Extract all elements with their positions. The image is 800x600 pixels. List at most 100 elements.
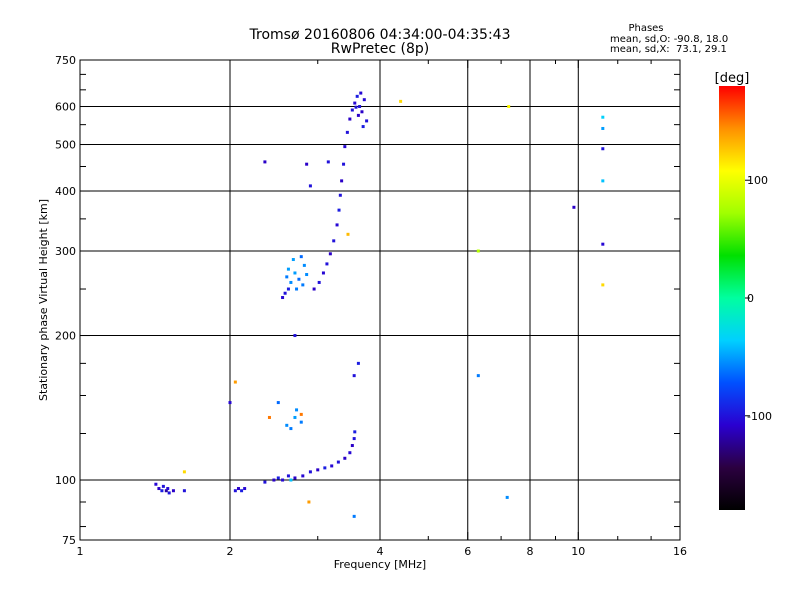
data-point-O bbox=[308, 184, 312, 188]
data-point-O bbox=[166, 487, 170, 491]
data-point-O bbox=[240, 489, 244, 493]
data-point-X bbox=[289, 280, 293, 284]
x-tick-label: 2 bbox=[227, 545, 234, 558]
data-point-O bbox=[312, 287, 316, 291]
chart-subtitle: RwPretec (8p) bbox=[331, 41, 429, 57]
data-point-X bbox=[293, 271, 297, 275]
data-point-O bbox=[323, 466, 327, 470]
data-point-O bbox=[328, 252, 332, 256]
data-point-O bbox=[233, 489, 237, 493]
phases-o-stats: mean, sd,O: -90.8, 18.0 bbox=[610, 34, 728, 45]
data-point-O bbox=[572, 205, 576, 209]
data-point-other bbox=[233, 380, 237, 384]
data-point-X bbox=[297, 277, 301, 281]
y-tick-label: 75 bbox=[62, 534, 76, 547]
y-axis-label: Stationary phase Virtual Height [km] bbox=[37, 199, 50, 401]
data-point-O bbox=[263, 480, 267, 484]
data-point-O bbox=[161, 484, 165, 488]
data-point-O bbox=[305, 162, 309, 166]
data-point-O bbox=[243, 487, 247, 491]
data-point-X bbox=[295, 408, 299, 412]
data-point-other bbox=[307, 500, 311, 504]
data-point-O bbox=[281, 296, 285, 300]
data-point-O bbox=[352, 374, 356, 378]
data-point-other bbox=[601, 283, 605, 287]
data-point-X bbox=[476, 374, 480, 378]
data-point-O bbox=[281, 478, 285, 482]
data-point-O bbox=[359, 91, 363, 95]
colorbar-ticks: 100 0 -100 bbox=[745, 174, 772, 423]
data-point-X bbox=[289, 427, 293, 431]
data-point-other bbox=[299, 412, 303, 416]
data-point-X bbox=[601, 115, 605, 119]
data-point-O bbox=[360, 110, 364, 114]
data-point-X bbox=[289, 478, 293, 482]
data-point-other bbox=[346, 232, 350, 236]
data-point-O bbox=[356, 361, 360, 365]
data-point-O bbox=[330, 464, 334, 468]
data-point-O bbox=[283, 291, 287, 295]
data-point-O bbox=[345, 130, 349, 134]
x-axis-label: Frequency [MHz] bbox=[334, 558, 426, 571]
y-tick-label: 400 bbox=[55, 185, 76, 198]
data-point-X bbox=[505, 495, 509, 499]
data-point-X bbox=[301, 283, 305, 287]
data-point-O bbox=[355, 94, 359, 98]
data-point-O bbox=[358, 105, 362, 109]
data-point-O bbox=[286, 287, 290, 291]
data-point-X bbox=[295, 287, 299, 291]
data-point-O bbox=[353, 430, 357, 434]
data-point-O bbox=[350, 444, 354, 448]
data-point-O bbox=[154, 482, 158, 486]
phases-heading: Phases bbox=[628, 23, 663, 34]
y-tick-label: 100 bbox=[55, 474, 76, 487]
data-point-O bbox=[335, 223, 339, 227]
data-point-X bbox=[285, 423, 289, 427]
x-tick-label: 8 bbox=[527, 545, 534, 558]
data-point-O bbox=[316, 468, 320, 472]
data-point-O bbox=[236, 487, 240, 491]
data-point-O bbox=[293, 334, 297, 338]
data-point-O bbox=[164, 489, 168, 493]
data-point-other bbox=[399, 99, 403, 103]
data-point-O bbox=[348, 117, 352, 121]
data-point-O bbox=[157, 487, 161, 491]
data-point-X bbox=[302, 263, 306, 267]
data-points bbox=[154, 91, 605, 518]
y-tick-label: 500 bbox=[55, 139, 76, 152]
data-point-other bbox=[507, 105, 511, 109]
data-point-O bbox=[340, 179, 344, 183]
data-point-O bbox=[354, 105, 358, 109]
plot-frame bbox=[79, 59, 681, 541]
x-tick-label: 10 bbox=[571, 545, 585, 558]
data-point-O bbox=[337, 208, 341, 212]
data-point-O bbox=[182, 489, 186, 493]
data-point-other bbox=[267, 415, 271, 419]
data-point-X bbox=[291, 258, 295, 262]
x-tick-label: 6 bbox=[464, 545, 471, 558]
y-tick-label: 600 bbox=[55, 101, 76, 114]
data-point-O bbox=[276, 476, 280, 480]
data-point-O bbox=[343, 145, 347, 149]
data-point-O bbox=[365, 119, 369, 123]
data-point-X bbox=[305, 273, 309, 277]
phases-x-stats: mean, sd,X: 73.1, 29.1 bbox=[610, 44, 727, 55]
data-point-other bbox=[476, 249, 480, 253]
colorbar-tick-label: 100 bbox=[747, 174, 768, 187]
grid bbox=[80, 60, 680, 540]
x-tick-label: 16 bbox=[673, 545, 687, 558]
x-tick-label: 1 bbox=[77, 545, 84, 558]
data-point-X bbox=[299, 255, 303, 259]
data-point-O bbox=[167, 491, 171, 495]
data-point-O bbox=[332, 239, 336, 243]
data-point-other bbox=[182, 470, 186, 474]
colorbar-label: [deg] bbox=[715, 71, 750, 86]
data-point-O bbox=[343, 456, 347, 460]
data-point-X bbox=[293, 415, 297, 419]
data-point-O bbox=[362, 98, 366, 102]
data-point-X bbox=[352, 514, 356, 518]
data-point-O bbox=[325, 262, 329, 266]
colorbar-tick-label: 0 bbox=[747, 292, 754, 305]
data-point-O bbox=[342, 162, 346, 166]
data-point-O bbox=[336, 460, 340, 464]
